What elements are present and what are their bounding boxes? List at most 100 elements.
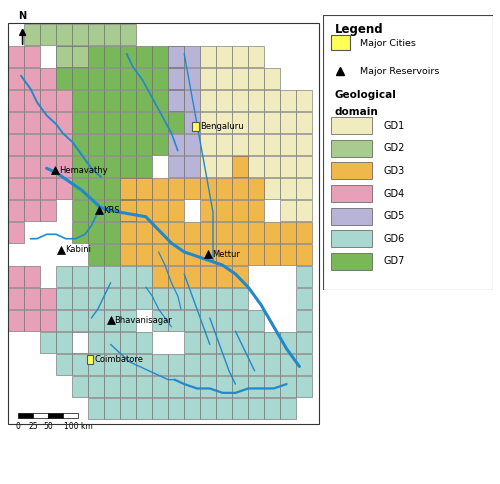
Bar — [72, 332, 88, 353]
Bar — [248, 332, 264, 353]
Bar — [200, 376, 216, 397]
Bar — [72, 46, 88, 67]
Bar — [8, 200, 24, 221]
Bar — [296, 112, 312, 133]
Bar — [24, 288, 40, 309]
Bar — [232, 156, 248, 177]
Bar — [72, 354, 88, 375]
Bar — [168, 46, 184, 67]
Bar — [72, 90, 88, 111]
Bar — [184, 156, 200, 177]
Text: Geological: Geological — [334, 91, 396, 100]
Text: Kabini: Kabini — [65, 245, 91, 254]
Bar — [248, 398, 264, 419]
Bar — [216, 112, 232, 133]
Text: 50: 50 — [43, 422, 53, 431]
Bar — [24, 200, 40, 221]
Bar — [296, 376, 312, 397]
Bar — [200, 310, 216, 331]
Bar — [184, 134, 200, 155]
Bar — [248, 68, 264, 89]
Bar — [264, 376, 280, 397]
Bar — [72, 112, 88, 133]
Bar — [88, 244, 104, 265]
Bar — [8, 178, 24, 199]
Bar — [86, 355, 93, 364]
Bar — [248, 134, 264, 155]
Bar — [136, 398, 152, 419]
Bar — [72, 68, 88, 89]
Bar — [331, 35, 349, 50]
Text: KRS: KRS — [103, 206, 120, 214]
Bar — [56, 112, 72, 133]
Bar — [88, 46, 104, 67]
Bar — [232, 398, 248, 419]
Bar — [40, 112, 56, 133]
Bar — [248, 222, 264, 243]
Bar — [56, 178, 72, 199]
Bar — [216, 310, 232, 331]
Bar — [152, 376, 168, 397]
Bar — [72, 134, 88, 155]
Bar — [88, 222, 104, 243]
Bar — [88, 68, 104, 89]
Bar — [136, 244, 152, 265]
Bar — [8, 68, 24, 89]
Bar — [104, 288, 120, 309]
Bar — [120, 46, 136, 67]
Bar — [280, 200, 295, 221]
Bar — [72, 24, 88, 45]
Bar — [331, 208, 372, 225]
Bar — [216, 90, 232, 111]
Bar — [63, 413, 78, 418]
Bar — [120, 24, 136, 45]
Bar — [232, 178, 248, 199]
Bar — [104, 332, 120, 353]
Text: GD6: GD6 — [384, 234, 405, 244]
Bar — [72, 288, 88, 309]
Bar — [8, 266, 24, 287]
Bar — [8, 134, 24, 155]
Bar — [152, 178, 168, 199]
Bar — [104, 244, 120, 265]
Bar — [104, 354, 120, 375]
Bar — [24, 134, 40, 155]
Bar — [168, 200, 184, 221]
Bar — [296, 288, 312, 309]
Bar — [248, 354, 264, 375]
Bar — [104, 222, 120, 243]
Bar — [331, 230, 372, 247]
Bar — [264, 68, 280, 89]
Bar — [200, 200, 216, 221]
Bar — [72, 46, 88, 67]
Bar — [184, 398, 200, 419]
Bar — [136, 46, 152, 67]
Bar — [232, 90, 248, 111]
Bar — [280, 222, 295, 243]
Bar — [184, 376, 200, 397]
Bar — [200, 354, 216, 375]
Bar — [232, 288, 248, 309]
Bar — [120, 222, 136, 243]
Bar — [216, 156, 232, 177]
Bar — [232, 68, 248, 89]
Bar — [200, 332, 216, 353]
Bar — [8, 112, 24, 133]
Bar — [56, 134, 72, 155]
Bar — [104, 112, 120, 133]
Bar — [152, 134, 168, 155]
Bar — [264, 156, 280, 177]
Bar — [72, 200, 88, 221]
Bar — [88, 24, 104, 45]
Bar — [184, 288, 200, 309]
Bar — [88, 310, 104, 331]
Bar — [152, 266, 168, 287]
Bar — [248, 200, 264, 221]
Bar — [8, 288, 24, 309]
Bar — [168, 288, 184, 309]
Bar — [331, 163, 372, 180]
Bar — [88, 288, 104, 309]
Text: GD2: GD2 — [384, 143, 405, 153]
Bar — [24, 310, 40, 331]
Bar — [248, 46, 264, 67]
